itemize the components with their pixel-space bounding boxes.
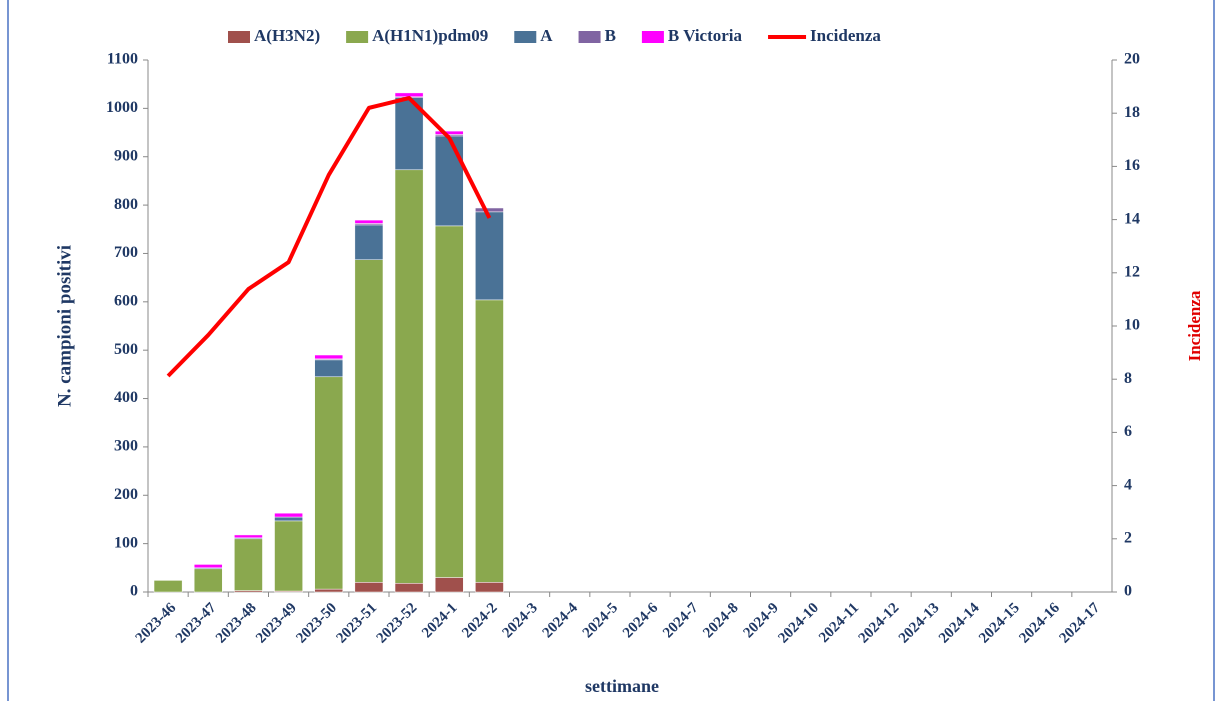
x-tick-label: 2023-46 [133, 600, 180, 647]
x-tick-label: 2024-4 [540, 600, 582, 642]
legend-label: Incidenza [810, 26, 881, 45]
x-tick-label: 2024-2 [459, 600, 500, 641]
y2-tick-label: 16 [1124, 157, 1140, 174]
bar-segment [394, 169, 424, 584]
y-tick-label: 700 [114, 244, 138, 261]
bar-segment [434, 225, 464, 578]
y2-tick-label: 20 [1124, 51, 1140, 68]
y2-tick-label: 0 [1124, 583, 1132, 600]
y-tick-label: 200 [114, 486, 138, 503]
bar-segment [354, 219, 384, 224]
bar-segment [153, 580, 183, 593]
legend-label: B Victoria [668, 26, 743, 45]
y-tick-label: 500 [114, 341, 138, 358]
x-tick-label: 2024-12 [856, 600, 903, 647]
legend-swatch [514, 31, 537, 43]
x-tick-label: 2024-17 [1057, 600, 1104, 647]
x-tick-label: 2023-47 [173, 600, 220, 647]
x-tick-label: 2024-6 [620, 600, 662, 642]
legend-label: A(H3N2) [254, 26, 320, 45]
bar-segment [354, 224, 384, 260]
x-tick-label: 2024-3 [499, 600, 540, 641]
x-tick-label: 2024-14 [936, 600, 983, 647]
x-tick-label: 2024-10 [775, 600, 822, 647]
x-tick-label: 2024-16 [1016, 600, 1063, 647]
y-tick-label: 600 [114, 292, 138, 309]
y2-tick-label: 6 [1124, 423, 1132, 440]
bar-segment [274, 520, 303, 592]
bar-segment [475, 211, 504, 301]
x-tick-label: 2024-13 [896, 600, 943, 647]
bar-segment [314, 376, 344, 590]
bar-segment [354, 582, 384, 593]
legend-label: A(H1N1)pdm09 [372, 26, 488, 45]
bar-segment [434, 577, 464, 593]
x-tick-label: 2024-5 [580, 600, 621, 641]
x-tick-label: 2023-52 [374, 600, 421, 647]
bar-segment [314, 588, 344, 593]
bar-segment [314, 359, 344, 378]
bar-segment [475, 299, 504, 583]
y2-tick-label: 4 [1124, 476, 1132, 493]
legend-swatch [346, 31, 369, 43]
y-tick-label: 300 [114, 438, 138, 455]
y-tick-label: 800 [114, 196, 138, 213]
bar-segment [314, 354, 344, 360]
bar-segment [475, 582, 504, 593]
legend-swatch [641, 31, 664, 43]
y2-tick-label: 2 [1124, 529, 1132, 546]
x-tick-label: 2024-15 [976, 600, 1023, 647]
bar-segment [475, 207, 504, 213]
y2-tick-label: 18 [1124, 104, 1140, 121]
bar-segment [193, 568, 223, 593]
y-tick-label: 900 [114, 147, 138, 164]
y-tick-label: 1100 [107, 51, 138, 68]
bar-segment [234, 534, 263, 539]
bar-segment [434, 135, 464, 227]
y2-tick-label: 14 [1124, 210, 1140, 227]
y2-tick-label: 12 [1124, 263, 1140, 280]
x-tick-label: 2023-51 [334, 600, 381, 647]
y2-tick-label: 10 [1124, 317, 1140, 334]
x-tick-label: 2024-11 [816, 600, 862, 646]
x-tick-label: 2023-49 [253, 600, 300, 647]
legend-swatch [228, 31, 250, 43]
x-tick-label: 2024-7 [660, 600, 702, 642]
bar-segment [234, 538, 263, 591]
y-tick-label: 0 [130, 583, 138, 600]
x-tick-label: 2024-8 [700, 600, 741, 641]
y2-axis-label: Incidenza [1185, 290, 1204, 361]
legend-label: B [605, 26, 616, 45]
legend-swatch [578, 31, 601, 43]
x-axis-label: settimane [585, 676, 659, 696]
x-tick-label: 2024-1 [419, 600, 460, 641]
bar-segment [274, 516, 303, 522]
x-tick-label: 2023-48 [213, 600, 260, 647]
y-tick-label: 100 [114, 534, 138, 551]
y-tick-label: 1000 [106, 99, 138, 116]
y2-tick-label: 8 [1124, 370, 1132, 387]
bar-segment [274, 512, 303, 518]
y-tick-label: 400 [114, 389, 138, 406]
bar-segment [193, 564, 223, 569]
bar-segment [354, 259, 384, 583]
bar-segment [394, 583, 424, 593]
legend-label: A [540, 26, 553, 45]
x-tick-label: 2023-50 [293, 600, 340, 647]
y-axis-label: N. campioni positivi [54, 245, 75, 407]
line [166, 96, 492, 378]
bar-segment [434, 130, 464, 135]
